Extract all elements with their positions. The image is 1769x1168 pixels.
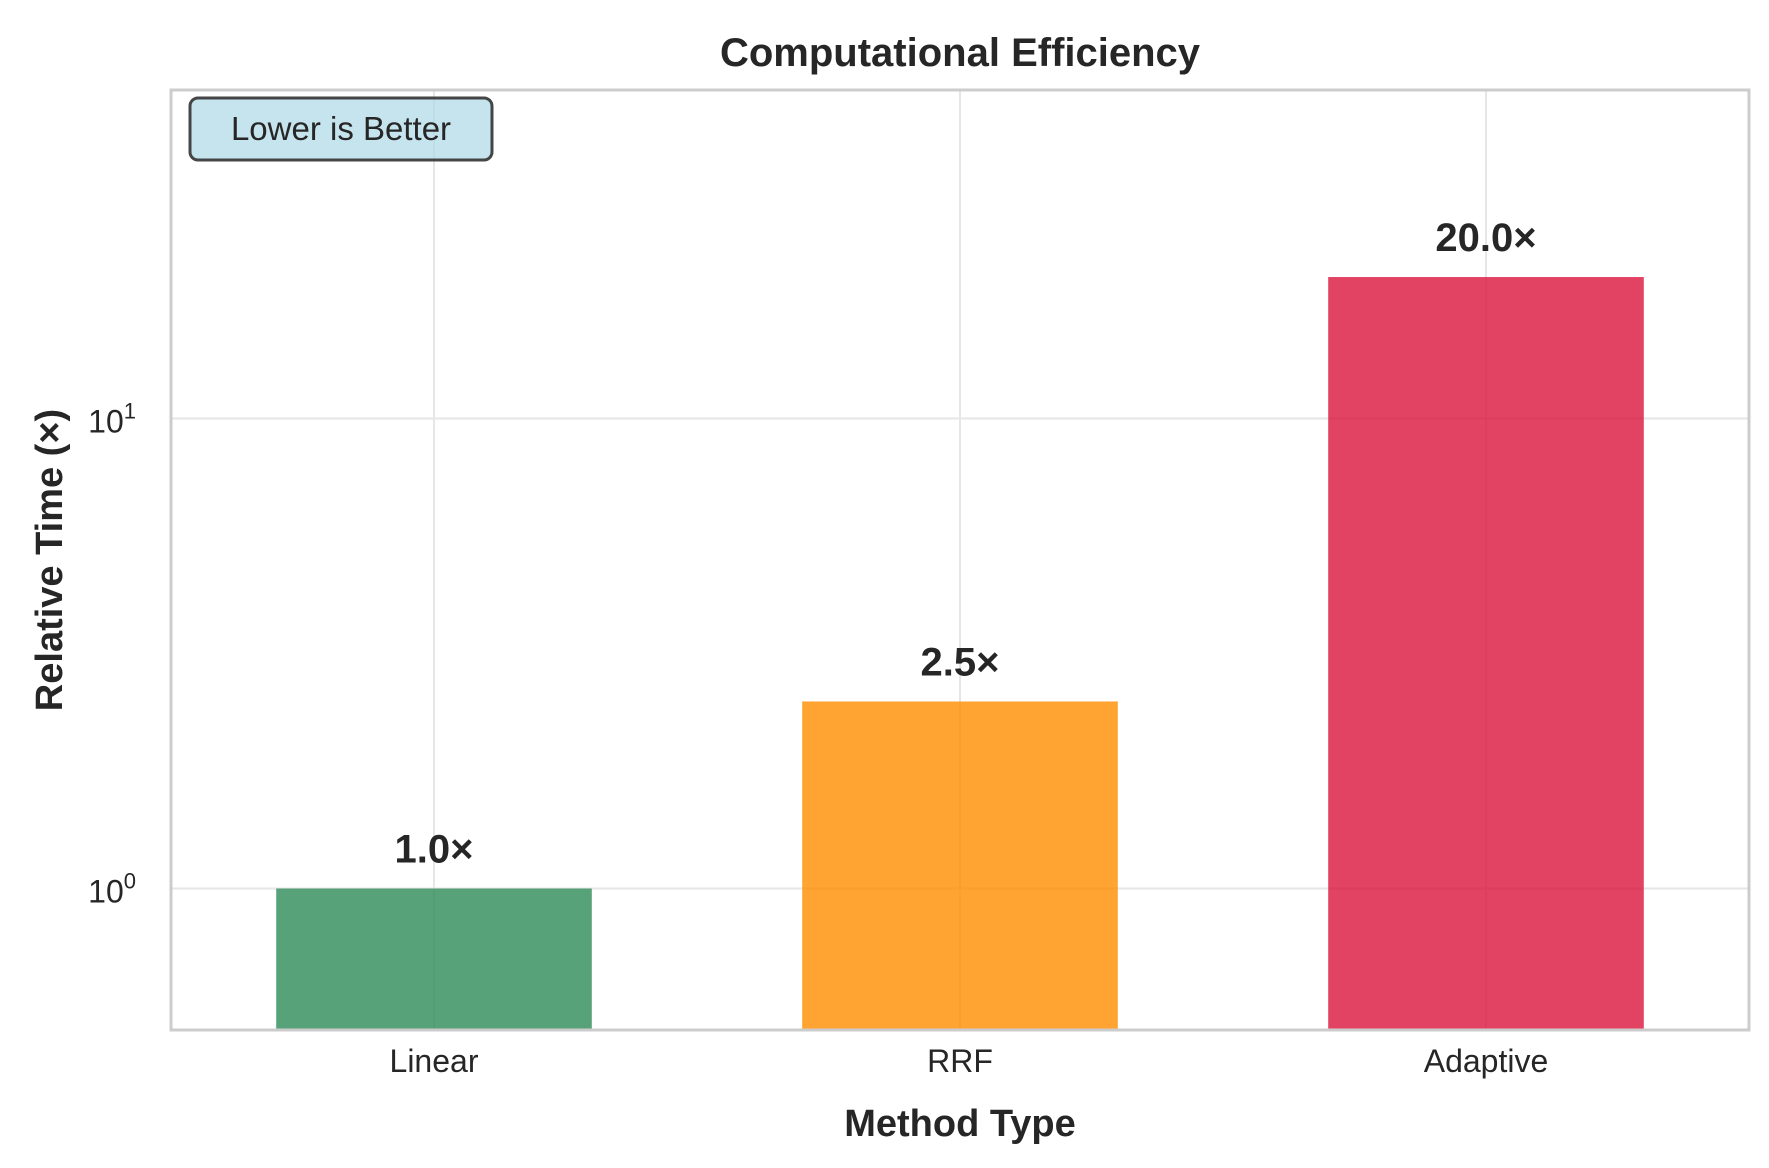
value-label-rrf: 2.5× xyxy=(921,640,1000,684)
x-tick-label-linear: Linear xyxy=(390,1043,479,1079)
bar-linear xyxy=(276,888,592,1030)
annotation-box: Lower is Better xyxy=(188,96,494,162)
bars xyxy=(276,277,1644,1030)
bar-rrf xyxy=(802,701,1118,1030)
x-tick-label-rrf: RRF xyxy=(927,1043,993,1079)
annotation-text: Lower is Better xyxy=(231,110,451,147)
y-axis-label: Relative Time (×) xyxy=(29,409,71,711)
value-labels: 1.0× 2.5× 20.0× xyxy=(395,216,1537,871)
y-tick-label: 101 xyxy=(88,399,136,440)
x-axis-label: Method Type xyxy=(844,1103,1076,1145)
x-tick-labels: Linear RRF Adaptive xyxy=(390,1043,1549,1079)
bar-adaptive xyxy=(1328,277,1644,1030)
value-label-adaptive: 20.0× xyxy=(1435,216,1536,260)
value-label-linear: 1.0× xyxy=(395,828,474,872)
y-tick-labels: 100 101 xyxy=(88,399,136,910)
plot-frame xyxy=(169,88,1751,1032)
annotation-background xyxy=(188,96,494,162)
y-tick-label: 100 xyxy=(88,869,136,910)
x-tick-label-adaptive: Adaptive xyxy=(1424,1043,1549,1079)
chart-title: Computational Efficiency xyxy=(720,31,1201,75)
